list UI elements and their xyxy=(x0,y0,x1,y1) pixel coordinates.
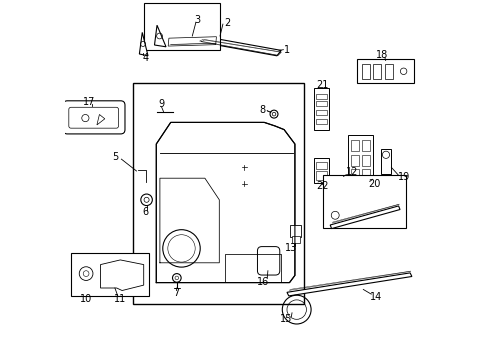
Text: 4: 4 xyxy=(142,53,148,63)
Polygon shape xyxy=(97,114,104,125)
Bar xyxy=(373,64,381,79)
Text: 16: 16 xyxy=(257,276,269,287)
Bar xyxy=(322,175,405,228)
Bar xyxy=(361,155,369,166)
Text: 12: 12 xyxy=(346,167,358,177)
Text: 19: 19 xyxy=(397,172,409,182)
Bar xyxy=(350,140,359,151)
Bar xyxy=(315,101,326,106)
Text: 6: 6 xyxy=(142,207,148,217)
Text: 8: 8 xyxy=(259,105,265,115)
Bar xyxy=(315,94,326,99)
Bar xyxy=(316,162,326,169)
FancyBboxPatch shape xyxy=(257,247,279,275)
Polygon shape xyxy=(286,273,411,296)
Bar xyxy=(361,64,369,79)
Text: 9: 9 xyxy=(158,99,164,109)
Polygon shape xyxy=(139,32,148,56)
Text: 11: 11 xyxy=(114,294,126,304)
Polygon shape xyxy=(168,37,216,46)
Bar xyxy=(350,155,359,166)
Bar xyxy=(313,158,328,183)
Text: 13: 13 xyxy=(284,243,296,253)
Bar xyxy=(291,236,299,243)
Text: 2: 2 xyxy=(224,18,230,28)
Text: 15: 15 xyxy=(280,314,292,324)
Text: 3: 3 xyxy=(194,15,201,25)
Polygon shape xyxy=(101,260,143,291)
FancyBboxPatch shape xyxy=(63,101,125,134)
Bar xyxy=(316,171,326,180)
Bar xyxy=(380,149,390,174)
Bar xyxy=(315,110,326,115)
Bar xyxy=(313,88,328,130)
Bar xyxy=(384,64,392,79)
Bar xyxy=(71,253,149,296)
Text: 21: 21 xyxy=(316,80,328,90)
Text: 7: 7 xyxy=(173,288,179,298)
Bar xyxy=(347,135,372,184)
Bar xyxy=(133,83,303,304)
Text: 1: 1 xyxy=(284,45,290,55)
Bar xyxy=(361,169,369,180)
Polygon shape xyxy=(154,25,166,47)
Bar xyxy=(350,169,359,180)
Polygon shape xyxy=(156,122,294,283)
Text: 14: 14 xyxy=(369,292,381,302)
Bar xyxy=(315,119,326,124)
Bar xyxy=(289,225,301,237)
Text: 5: 5 xyxy=(112,152,118,162)
Bar xyxy=(356,59,413,83)
Text: 20: 20 xyxy=(368,179,380,189)
Text: 17: 17 xyxy=(82,96,95,107)
Polygon shape xyxy=(329,206,399,229)
FancyBboxPatch shape xyxy=(69,107,118,128)
Text: 22: 22 xyxy=(316,181,328,192)
Polygon shape xyxy=(197,36,281,56)
Text: 10: 10 xyxy=(80,294,92,304)
Bar xyxy=(361,140,369,151)
Bar xyxy=(144,3,220,50)
Text: 18: 18 xyxy=(375,50,387,60)
